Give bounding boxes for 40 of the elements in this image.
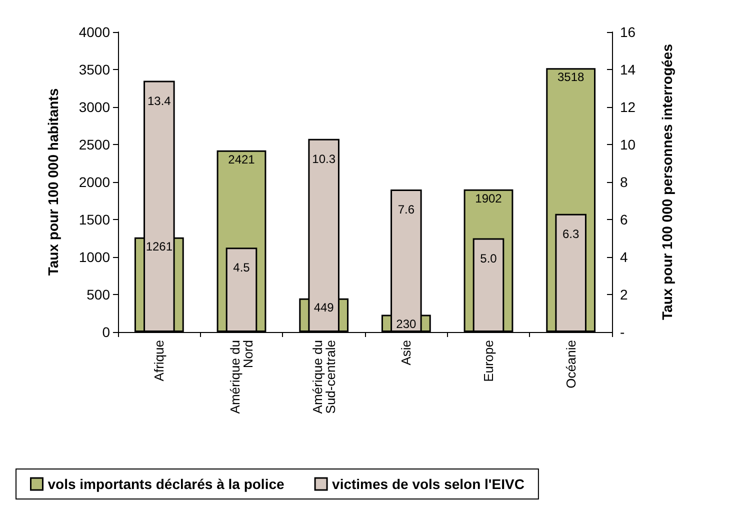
data-label: 4.5 <box>233 260 250 275</box>
y-tick-label: 1500 <box>78 212 110 228</box>
y2-tick-label: 8 <box>620 174 628 190</box>
y-axis-title: Taux pour 100 000 habitants <box>45 88 61 276</box>
x-tick-label: Afrique <box>152 340 167 382</box>
y-tick-label: 4000 <box>78 24 110 40</box>
y2-tick-label: 10 <box>620 136 636 152</box>
data-label: 3518 <box>557 70 585 84</box>
legend-label: vols importants déclarés à la police <box>48 476 284 492</box>
y2-tick-label: 14 <box>620 62 636 78</box>
y2-tick-label: 6 <box>620 212 628 228</box>
legend-label: victimes de vols selon l'EIVC <box>332 476 524 492</box>
data-label: 449 <box>314 300 334 314</box>
y2-tick-label: 12 <box>620 99 636 115</box>
y2-axis-title: Taux pour 100 000 personnes interrogées <box>659 44 675 320</box>
data-label: 5.0 <box>480 251 498 266</box>
x-tick-label: Amérique du Sud-centrale <box>310 340 338 418</box>
data-label: 1902 <box>475 191 502 206</box>
x-tick-label: Océanie <box>563 340 578 388</box>
y2-tick-label: 4 <box>620 249 628 265</box>
data-label: 7.6 <box>398 202 415 216</box>
data-label: 13.4 <box>147 94 172 108</box>
y-tick-label: 2500 <box>78 136 110 152</box>
y-tick-label: 1000 <box>78 249 110 265</box>
y2-tick-label: 16 <box>620 24 636 40</box>
x-tick-label: Amérique du Nord <box>228 340 256 414</box>
y-tick-label: 3000 <box>78 99 110 115</box>
data-label: 1261 <box>146 239 173 254</box>
y-tick-label: 0 <box>102 324 110 340</box>
data-label: 230 <box>396 316 416 331</box>
x-tick-label: Europe <box>481 340 496 382</box>
x-tick-label: Asie <box>398 340 414 366</box>
y-tick-label: 500 <box>86 286 110 302</box>
data-label: 10.3 <box>312 152 336 166</box>
data-label: 2421 <box>228 152 256 166</box>
y2-tick-label: 2 <box>620 286 628 302</box>
y-tick-label: 3500 <box>78 62 110 78</box>
y-tick-label: 2000 <box>78 174 110 190</box>
data-label: 6.3 <box>562 226 580 241</box>
y2-tick-label: - <box>620 324 625 340</box>
